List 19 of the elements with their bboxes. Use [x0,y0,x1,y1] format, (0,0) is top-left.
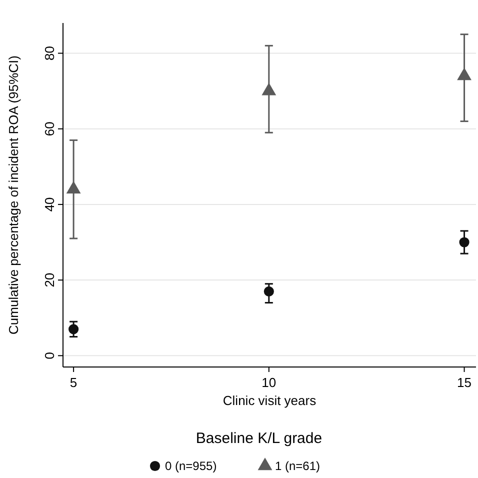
point [457,68,472,80]
point [66,181,81,194]
y-tick-label: 60 [42,122,57,136]
point [264,286,274,296]
point [68,324,79,334]
x-tick-label: 5 [70,375,78,390]
legend-label: 1 (n=61) [275,459,320,473]
y-tick-label: 80 [42,46,57,60]
legend-label: 0 (n=955) [165,459,217,473]
point [262,82,276,96]
legend-title: Baseline K/L grade [196,430,322,447]
y-tick-label: 20 [42,272,57,288]
x-tick-label: 15 [457,375,472,390]
x-tick-label: 10 [262,375,276,390]
x-axis-title: Clinic visit years [222,393,317,408]
point [459,237,470,248]
y-tick-label: 0 [42,352,57,360]
y-tick-label: 40 [42,197,57,212]
y-axis-title: Cumulative percentage of incident ROA (95%CI) [6,56,21,334]
